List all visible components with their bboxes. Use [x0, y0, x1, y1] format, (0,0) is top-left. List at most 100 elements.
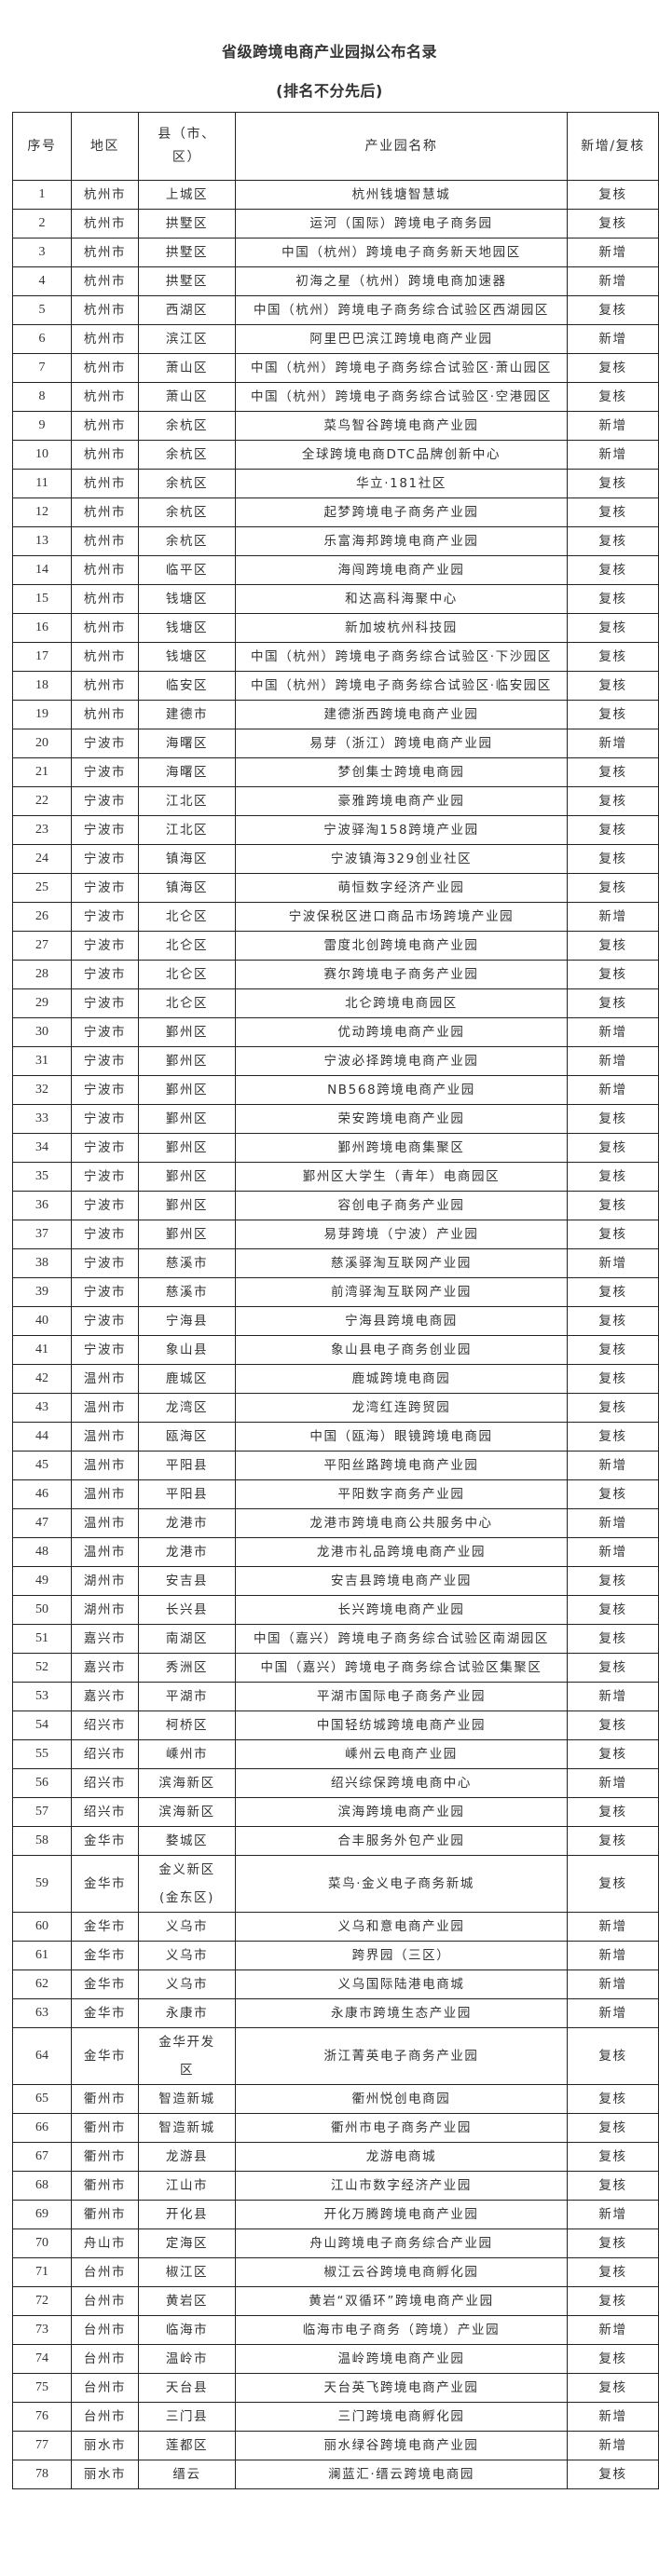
row-index: 51 — [12, 1624, 72, 1654]
row-index: 5 — [12, 295, 72, 325]
row-status: 复核 — [567, 353, 659, 383]
row-county: 南湖区 — [138, 1624, 236, 1654]
row-status: 新增 — [567, 238, 659, 267]
table-row: 54 绍兴市 柯桥区 中国轻纺城跨境电商产业园 复核 — [12, 1711, 659, 1740]
row-index: 72 — [12, 2286, 72, 2316]
row-county: 鄞州区 — [138, 1220, 236, 1249]
row-status: 复核 — [567, 555, 659, 585]
row-region: 台州市 — [71, 2373, 139, 2403]
row-county: 拱墅区 — [138, 266, 236, 296]
row-index: 7 — [12, 353, 72, 383]
table-row: 59 金华市 金义新区(金东区) 菜鸟·金义电子商务新城 复核 — [12, 1855, 659, 1913]
row-park-name: 龙港市礼品跨境电商产业园 — [235, 1537, 568, 1567]
row-county: 智造新城 — [138, 2113, 236, 2143]
row-status: 复核 — [567, 700, 659, 729]
row-index: 52 — [12, 1653, 72, 1683]
row-index: 50 — [12, 1595, 72, 1625]
table-row: 8 杭州市 萧山区 中国（杭州）跨境电子商务综合试验区·空港园区 复核 — [12, 382, 659, 412]
row-park-name: 中国（杭州）跨境电子商务综合试验区·萧山园区 — [235, 353, 568, 383]
row-park-name: 宁波镇海329创业社区 — [235, 844, 568, 874]
row-status: 复核 — [567, 844, 659, 874]
header-county: 县（市、区） — [138, 112, 236, 181]
row-region: 宁波市 — [71, 757, 139, 787]
row-index: 25 — [12, 873, 72, 903]
row-county: 北仑区 — [138, 931, 236, 961]
row-index: 44 — [12, 1422, 72, 1452]
table-row: 42 温州市 鹿城区 鹿城跨境电商园 复核 — [12, 1364, 659, 1394]
row-index: 77 — [12, 2431, 72, 2460]
row-county: 温岭市 — [138, 2344, 236, 2374]
row-park-name: 初海之星（杭州）跨境电商加速器 — [235, 266, 568, 296]
row-park-name: 中国（杭州）跨境电子商务新天地园区 — [235, 238, 568, 267]
row-park-name: 建德浙西跨境电商产业园 — [235, 700, 568, 729]
row-county: 象山县 — [138, 1335, 236, 1365]
row-index: 60 — [12, 1912, 72, 1942]
row-status: 新增 — [567, 266, 659, 296]
row-index: 71 — [12, 2257, 72, 2287]
row-county: 义乌市 — [138, 1912, 236, 1942]
row-county: 北仑区 — [138, 960, 236, 989]
row-county: 鄞州区 — [138, 1017, 236, 1047]
row-county: 萧山区 — [138, 353, 236, 383]
row-index: 67 — [12, 2142, 72, 2172]
row-index: 38 — [12, 1248, 72, 1278]
row-index: 1 — [12, 180, 72, 210]
row-region: 杭州市 — [71, 613, 139, 643]
row-index: 14 — [12, 555, 72, 585]
row-status: 新增 — [567, 324, 659, 354]
row-index: 48 — [12, 1537, 72, 1567]
page-subtitle: (排名不分先后) — [276, 82, 383, 100]
table-row: 51 嘉兴市 南湖区 中国（嘉兴）跨境电子商务综合试验区南湖园区 复核 — [12, 1624, 659, 1654]
row-status: 复核 — [567, 1133, 659, 1163]
row-county: 滨海新区 — [138, 1768, 236, 1798]
row-park-name: 义乌和意电商产业园 — [235, 1912, 568, 1942]
row-region: 金华市 — [71, 1941, 139, 1970]
row-region: 温州市 — [71, 1364, 139, 1394]
row-index: 3 — [12, 238, 72, 267]
row-county: 智造新城 — [138, 2084, 236, 2114]
row-region: 杭州市 — [71, 324, 139, 354]
row-park-name: 平阳数字商务产业园 — [235, 1479, 568, 1509]
table-row: 26 宁波市 北仑区 宁波保税区进口商品市场跨境产业园 新增 — [12, 902, 659, 932]
row-region: 宁波市 — [71, 786, 139, 816]
row-region: 湖州市 — [71, 1595, 139, 1625]
table-row: 49 湖州市 安吉县 安吉县跨境电商产业园 复核 — [12, 1566, 659, 1596]
row-park-name: 和达高科海聚中心 — [235, 584, 568, 614]
table-row: 14 杭州市 临平区 海闯跨境电商产业园 复核 — [12, 555, 659, 585]
table-row: 36 宁波市 鄞州区 容创电子商务产业园 复核 — [12, 1191, 659, 1220]
row-index: 53 — [12, 1682, 72, 1711]
row-index: 6 — [12, 324, 72, 354]
row-county: 平阳县 — [138, 1451, 236, 1480]
row-status: 复核 — [567, 757, 659, 787]
row-park-name: 舟山跨境电子商务综合产业园 — [235, 2228, 568, 2258]
table-row: 10 杭州市 余杭区 全球跨境电商DTC品牌创新中心 新增 — [12, 440, 659, 470]
row-region: 金华市 — [71, 1912, 139, 1942]
row-park-name: 前湾驿淘互联网产业园 — [235, 1277, 568, 1307]
row-status: 复核 — [567, 2373, 659, 2403]
row-status: 复核 — [567, 1797, 659, 1827]
row-region: 宁波市 — [71, 1220, 139, 1249]
row-status: 新增 — [567, 902, 659, 932]
row-index: 59 — [12, 1855, 72, 1913]
row-status: 新增 — [567, 1912, 659, 1942]
row-county: 钱塘区 — [138, 584, 236, 614]
row-park-name: 菜鸟智谷跨境电商产业园 — [235, 411, 568, 441]
table-row: 77 丽水市 莲都区 丽水绿谷跨境电商产业园 新增 — [12, 2431, 659, 2460]
row-park-name: 新加坡杭州科技园 — [235, 613, 568, 643]
table-row: 64 金华市 金华开发区 浙江菁英电子商务产业园 复核 — [12, 2027, 659, 2085]
row-county: 义乌市 — [138, 1969, 236, 1999]
table-row: 75 台州市 天台县 天台英飞跨境电商产业园 复核 — [12, 2373, 659, 2403]
row-county: 永康市 — [138, 1998, 236, 2028]
row-status: 新增 — [567, 1248, 659, 1278]
table-row: 37 宁波市 鄞州区 易芽跨境（宁波）产业园 复核 — [12, 1220, 659, 1249]
row-region: 台州市 — [71, 2344, 139, 2374]
row-index: 18 — [12, 671, 72, 701]
row-county: 北仑区 — [138, 988, 236, 1018]
row-region: 台州市 — [71, 2315, 139, 2345]
row-status: 复核 — [567, 2228, 659, 2258]
row-status: 复核 — [567, 295, 659, 325]
row-park-name: 杭州钱塘智慧城 — [235, 180, 568, 210]
row-park-name: 长兴跨境电商产业园 — [235, 1595, 568, 1625]
row-status: 复核 — [567, 1191, 659, 1220]
row-status: 复核 — [567, 1479, 659, 1509]
